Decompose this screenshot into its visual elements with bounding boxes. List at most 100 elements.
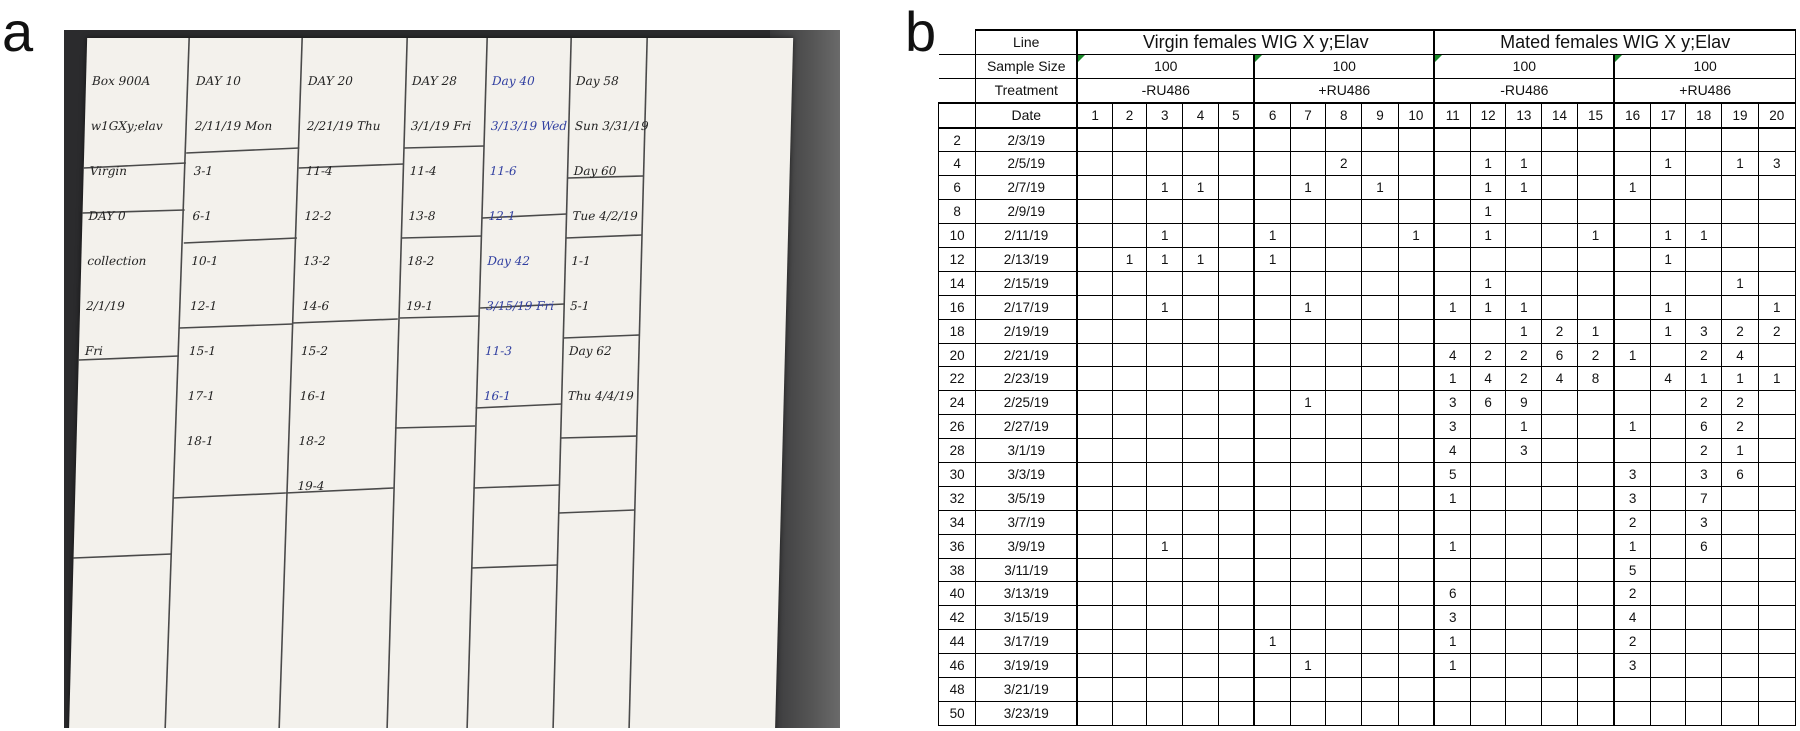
day-cell: 48 xyxy=(937,677,977,702)
count-cell xyxy=(1757,247,1797,272)
table-row: 38 3/11/19 5 xyxy=(937,557,1797,583)
count-cell xyxy=(1361,342,1399,368)
count-cell xyxy=(1182,653,1219,679)
sheet-line: 3-1 xyxy=(193,164,214,178)
count-cell xyxy=(1361,199,1399,225)
count-cell xyxy=(1650,653,1687,679)
sheet-column-2: DAY 10 2/11/19 Mon 3-1 6-1 10-1 12-1 15-… xyxy=(186,44,275,479)
count-cell xyxy=(1505,533,1543,559)
count-cell xyxy=(1650,557,1687,583)
date-cell: 2/11/19 xyxy=(975,223,1078,249)
count-cell xyxy=(1721,605,1759,631)
date-cell: 3/15/19 xyxy=(975,605,1078,631)
count-cell xyxy=(1397,318,1435,344)
count-cell xyxy=(1361,581,1399,607)
count-cell xyxy=(1146,270,1184,296)
day-cell: 8 xyxy=(937,199,977,225)
count-cell: 3 xyxy=(1685,509,1723,535)
count-cell: 1 xyxy=(1253,247,1291,272)
count-cell xyxy=(1076,700,1113,726)
count-cell: 3 xyxy=(1757,151,1797,177)
count-cell xyxy=(1253,509,1291,535)
count-cell xyxy=(1217,653,1255,679)
count-cell xyxy=(1146,581,1184,607)
sheet-line: Sun 3/31/19 xyxy=(574,119,649,133)
day-cell: 2 xyxy=(937,127,977,153)
count-cell xyxy=(1541,151,1578,177)
count-cell: 4 xyxy=(1433,438,1472,464)
treatment-label: Treatment xyxy=(975,77,1078,104)
count-cell: 3 xyxy=(1433,605,1472,631)
count-cell xyxy=(1076,581,1113,607)
count-cell xyxy=(1433,175,1472,201)
count-cell xyxy=(1289,342,1327,368)
count-cell xyxy=(1325,127,1363,153)
count-cell xyxy=(1253,175,1291,201)
count-cell xyxy=(1111,485,1148,511)
panel-label-a: a xyxy=(2,0,34,63)
count-cell xyxy=(1397,342,1435,368)
count-cell xyxy=(1541,485,1578,511)
table-row: 26 2/27/19 3 1 1 6 2 xyxy=(937,414,1797,440)
count-cell xyxy=(1146,366,1184,392)
count-cell xyxy=(1289,151,1327,177)
sheet-column-3: DAY 20 2/21/19 Thu 11-4 12-2 13-2 14-6 1… xyxy=(296,44,382,524)
count-cell xyxy=(1182,677,1219,702)
count-cell xyxy=(1397,653,1435,679)
count-cell xyxy=(1541,414,1578,440)
table-row: 28 3/1/19 4 3 2 1 xyxy=(937,438,1797,464)
count-cell: 1 xyxy=(1650,151,1687,177)
count-cell xyxy=(1721,485,1759,511)
count-cell xyxy=(1505,223,1543,249)
group-virgin-header: Virgin females WIG X y;Elav xyxy=(1076,28,1435,55)
count-cell xyxy=(1076,557,1113,583)
count-cell xyxy=(1253,270,1291,296)
count-cell xyxy=(1217,294,1255,320)
count-cell xyxy=(1757,557,1797,583)
table-row: 48 3/21/19 xyxy=(937,677,1797,702)
count-cell xyxy=(1253,653,1291,679)
count-cell xyxy=(1685,270,1723,296)
count-cell xyxy=(1576,438,1615,464)
count-cell xyxy=(1397,127,1435,153)
count-cell xyxy=(1217,677,1255,702)
count-cell xyxy=(1541,509,1578,535)
sheet-line: 11-4 xyxy=(409,164,437,178)
sheet-line: 2/21/19 Thu xyxy=(306,119,381,133)
count-cell xyxy=(1325,223,1363,249)
count-cell xyxy=(1146,199,1184,225)
count-cell: 1 xyxy=(1289,294,1327,320)
day-cell: 18 xyxy=(937,318,977,344)
day-cell: 16 xyxy=(937,294,977,320)
count-cell xyxy=(1576,294,1615,320)
count-cell xyxy=(1325,557,1363,583)
log-table: Line Virgin females WIG X y;Elav Mated f… xyxy=(937,28,1797,726)
count-cell xyxy=(1253,366,1291,392)
count-cell xyxy=(1505,462,1543,487)
count-cell: 1 xyxy=(1433,294,1472,320)
count-cell xyxy=(1576,127,1615,153)
count-cell xyxy=(1613,247,1652,272)
vial-number-header: 15 xyxy=(1576,102,1615,129)
count-cell xyxy=(1217,175,1255,201)
date-cell: 3/17/19 xyxy=(975,629,1078,655)
day-cell: 36 xyxy=(937,533,977,559)
count-cell xyxy=(1397,605,1435,631)
count-cell xyxy=(1541,581,1578,607)
count-cell xyxy=(1289,462,1327,487)
count-cell xyxy=(1397,509,1435,535)
count-cell xyxy=(1146,700,1184,726)
count-cell xyxy=(1146,629,1184,655)
count-cell: 3 xyxy=(1613,485,1652,511)
count-cell xyxy=(1217,223,1255,249)
count-cell xyxy=(1541,677,1578,702)
count-cell xyxy=(1217,509,1255,535)
day-cell: 28 xyxy=(937,438,977,464)
count-cell xyxy=(1182,199,1219,225)
day-cell: 6 xyxy=(937,175,977,201)
table-row: 32 3/5/19 1 3 7 xyxy=(937,485,1797,511)
date-cell: 3/11/19 xyxy=(975,557,1078,583)
count-cell xyxy=(1076,342,1113,368)
count-cell xyxy=(1182,270,1219,296)
count-cell xyxy=(1289,533,1327,559)
